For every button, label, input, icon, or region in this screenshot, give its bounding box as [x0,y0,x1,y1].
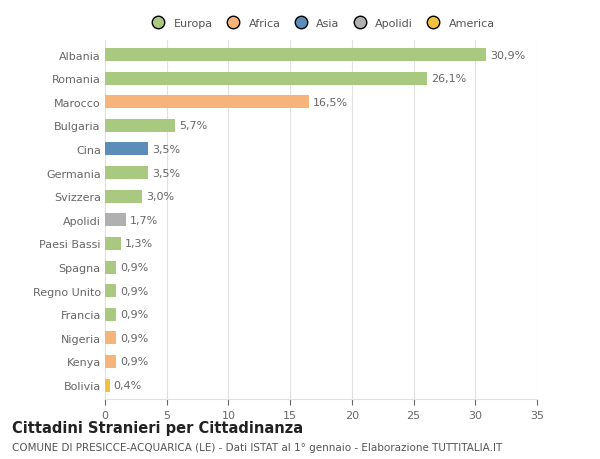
Bar [105,96,308,109]
Bar [105,214,126,227]
Bar [105,285,116,297]
Text: 0,9%: 0,9% [120,309,148,319]
Legend: Europa, Africa, Asia, Apolidi, America: Europa, Africa, Asia, Apolidi, America [148,19,494,28]
Text: 1,7%: 1,7% [130,215,158,225]
Text: 30,9%: 30,9% [490,50,526,61]
Bar [105,331,116,345]
Bar [105,237,121,250]
Text: 3,0%: 3,0% [146,192,174,202]
Text: 3,5%: 3,5% [152,168,180,178]
Text: 0,9%: 0,9% [120,286,148,296]
Text: 16,5%: 16,5% [313,98,347,107]
Bar [105,143,148,156]
Text: 5,7%: 5,7% [179,121,208,131]
Bar [105,167,148,179]
Text: 26,1%: 26,1% [431,74,466,84]
Bar [105,49,487,62]
Text: COMUNE DI PRESICCE-ACQUARICA (LE) - Dati ISTAT al 1° gennaio - Elaborazione TUTT: COMUNE DI PRESICCE-ACQUARICA (LE) - Dati… [12,442,502,452]
Text: 0,9%: 0,9% [120,263,148,273]
Text: 0,9%: 0,9% [120,357,148,367]
Text: Cittadini Stranieri per Cittadinanza: Cittadini Stranieri per Cittadinanza [12,420,303,435]
Bar [105,379,110,392]
Bar [105,308,116,321]
Bar [105,261,116,274]
Text: 0,9%: 0,9% [120,333,148,343]
Text: 3,5%: 3,5% [152,145,180,155]
Bar [105,355,116,368]
Text: 0,4%: 0,4% [113,380,142,390]
Text: 1,3%: 1,3% [125,239,153,249]
Bar [105,120,175,133]
Bar [105,73,427,85]
Bar [105,190,142,203]
